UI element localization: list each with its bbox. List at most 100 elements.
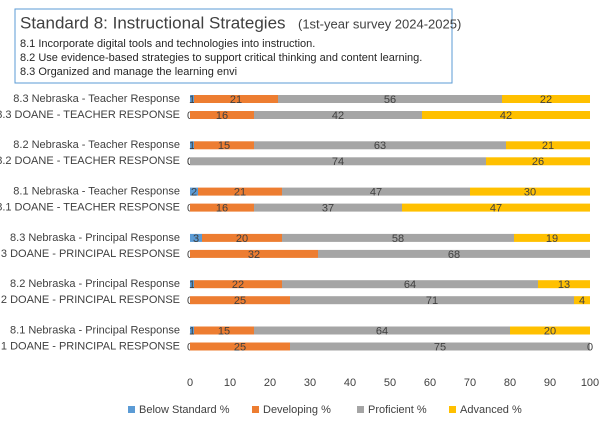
legend-label: Developing % xyxy=(263,404,331,416)
data-label: 32 xyxy=(248,249,260,261)
x-tick-label: 0 xyxy=(187,377,193,389)
data-label: 21 xyxy=(230,94,242,106)
data-label: 37 xyxy=(322,203,334,215)
data-label: 64 xyxy=(376,325,388,337)
data-label: 15 xyxy=(218,140,230,152)
y-tick-label: 8.3 Nebraska - Teacher Response xyxy=(13,93,180,105)
x-tick-label: 90 xyxy=(544,377,556,389)
x-tick-label: 20 xyxy=(264,377,276,389)
bar-segment xyxy=(194,326,254,335)
x-tick-label: 80 xyxy=(504,377,516,389)
x-tick-label: 50 xyxy=(384,377,396,389)
data-label: 19 xyxy=(546,233,558,245)
bar-segment xyxy=(278,95,502,103)
bar-segment xyxy=(486,157,590,166)
data-label: 20 xyxy=(544,325,556,337)
data-label: 30 xyxy=(524,187,536,199)
bar-segment xyxy=(574,296,590,305)
bar-segment xyxy=(254,111,422,119)
bar-segment xyxy=(190,157,486,166)
legend-label: Advanced % xyxy=(460,404,522,416)
data-label: 74 xyxy=(332,156,344,168)
data-label: 4 xyxy=(579,295,585,307)
y-tick-label: 8.3 Nebraska - Principal Response xyxy=(10,232,180,244)
bar-segment xyxy=(254,203,402,212)
y-tick-label: 8.2 Nebraska - Principal Response xyxy=(10,278,180,290)
data-label: 1 xyxy=(189,325,195,337)
x-tick-label: 70 xyxy=(464,377,476,389)
data-label: 26 xyxy=(532,156,544,168)
bar-segment xyxy=(282,280,538,289)
data-label: 64 xyxy=(404,279,416,291)
data-label: 2 xyxy=(191,187,197,199)
x-tick-label: 10 xyxy=(224,377,236,389)
x-tick-label: 100 xyxy=(581,377,599,389)
data-label: 63 xyxy=(374,140,386,152)
bar-segment xyxy=(194,95,278,103)
y-tick-label: 8.2 DOANE - PRINCIPAL RESPONSE xyxy=(0,294,180,306)
bar-segment xyxy=(194,141,254,150)
data-label: 3 xyxy=(193,233,199,245)
bar-segment xyxy=(202,233,282,242)
data-label: 16 xyxy=(216,203,228,215)
bar-segment xyxy=(190,280,194,289)
bar-segment xyxy=(514,233,590,242)
bar-segment xyxy=(190,233,202,242)
bar-segment xyxy=(190,296,290,305)
bar-segment xyxy=(190,187,198,196)
data-label: 1 xyxy=(189,94,195,106)
bar-segment xyxy=(190,203,254,212)
bar-segment xyxy=(254,326,510,335)
data-label: 15 xyxy=(218,325,230,337)
bar-segment xyxy=(290,342,590,351)
bar-segment xyxy=(470,187,590,196)
annotation: 8.2 Use evidence-based strategies to sup… xyxy=(20,52,422,64)
x-tick-label: 40 xyxy=(344,377,356,389)
bar-segment xyxy=(506,141,590,150)
data-label: 68 xyxy=(448,249,460,261)
chart-subtitle: (1st-year survey 2024-2025) xyxy=(298,16,461,31)
bar-segment xyxy=(502,95,590,103)
bar-segment xyxy=(190,342,290,351)
bar-segment xyxy=(422,111,590,119)
data-label: 22 xyxy=(232,279,244,291)
bar-segment xyxy=(282,233,514,242)
y-tick-label: 8.1 DOANE - PRINCIPAL RESPONSE xyxy=(0,340,180,352)
bar-segment xyxy=(198,187,282,196)
data-label: 56 xyxy=(384,94,396,106)
y-tick-label: 8.2 Nebraska - Teacher Response xyxy=(13,139,180,151)
data-label: 42 xyxy=(500,110,512,122)
annotation: 8.1 Incorporate digital tools and techno… xyxy=(20,38,315,50)
legend-label: Proficient % xyxy=(368,404,427,416)
y-tick-label: 8.1 DOANE - TEACHER RESPONSE xyxy=(0,202,180,214)
y-tick-label: 8.3 DOANE - PRINCIPAL RESPONSE xyxy=(0,248,180,260)
data-label: 21 xyxy=(234,187,246,199)
annotation: 8.3 Organized and manage the learning en… xyxy=(20,66,237,78)
y-tick-label: 8.2 DOANE - TEACHER RESPONSE xyxy=(0,155,180,167)
data-label: 20 xyxy=(236,233,248,245)
data-label: 58 xyxy=(392,233,404,245)
chart-title: Standard 8: Instructional Strategies xyxy=(20,13,286,32)
data-label: 0 xyxy=(587,341,593,353)
bar-segment xyxy=(318,249,590,258)
y-tick-label: 8.1 Nebraska - Teacher Response xyxy=(13,186,180,198)
data-label: 21 xyxy=(542,140,554,152)
title-box xyxy=(14,8,453,84)
bar-segment xyxy=(402,203,590,212)
legend-swatch xyxy=(449,406,456,413)
bar-segment xyxy=(254,141,506,150)
data-label: 22 xyxy=(540,94,552,106)
y-tick-label: 8.3 DOANE - TEACHER RESPONSE xyxy=(0,109,180,121)
data-label: 75 xyxy=(434,341,446,353)
x-tick-label: 30 xyxy=(304,377,316,389)
bar-segment xyxy=(194,280,282,289)
legend-swatch xyxy=(357,406,364,413)
data-label: 42 xyxy=(332,110,344,122)
data-label: 71 xyxy=(426,295,438,307)
data-label: 47 xyxy=(490,203,502,215)
bar-segment xyxy=(190,141,194,150)
bar-segment xyxy=(190,326,194,335)
data-label: 16 xyxy=(216,110,228,122)
